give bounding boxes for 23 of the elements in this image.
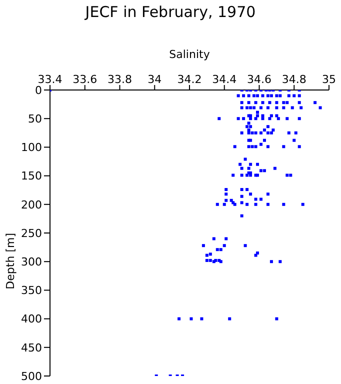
y-tick-label: 50: [28, 112, 42, 126]
y-tick-label: 350: [21, 284, 42, 298]
x-tick-label: 33.4: [38, 73, 62, 86]
y-tick-label: 0: [35, 84, 42, 97]
x-axis-title: Salinity: [169, 48, 210, 61]
x-tick-label: 33.6: [72, 73, 98, 86]
chart-title: JECF in February, 1970: [84, 3, 257, 21]
y-tick-label: 500: [21, 370, 42, 383]
y-tick-label: 150: [21, 170, 42, 183]
x-tick-label: 33.8: [108, 73, 132, 86]
x-tick-label: 34.8: [282, 73, 306, 86]
x-tick-label: 34.4: [212, 73, 237, 86]
x-tick-label: 34.2: [177, 73, 202, 86]
y-tick-label: 450: [21, 341, 42, 354]
y-axis-title: Depth [m]: [4, 233, 17, 290]
y-tick-label: 400: [21, 312, 42, 326]
y-tick-label: 100: [21, 141, 42, 154]
y-tick-label: 200: [21, 198, 42, 212]
y-tick-label: 250: [21, 226, 42, 240]
x-tick-label: 34.6: [247, 73, 272, 86]
x-tick-label: 35: [322, 73, 336, 86]
y-tick-label: 300: [21, 256, 42, 269]
x-tick-label: 34: [148, 73, 162, 86]
